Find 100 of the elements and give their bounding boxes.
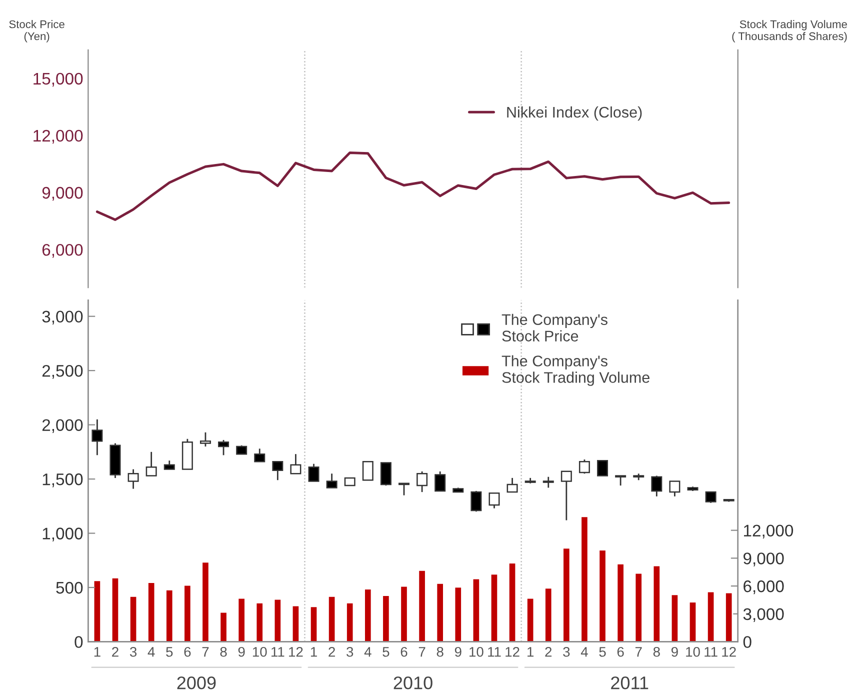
legend-label: Nikkei Index (Close) xyxy=(507,106,642,121)
x-tick-label: 2 xyxy=(545,646,552,657)
bar xyxy=(598,549,607,642)
x-tick-label: 12 xyxy=(722,646,736,657)
bar xyxy=(219,611,228,642)
x-tick-label: 11 xyxy=(272,647,284,657)
y-tick-label: 2,500 xyxy=(42,364,83,379)
bar xyxy=(418,570,426,642)
x-tick-label: 5 xyxy=(599,647,606,657)
x-tick-label: 6 xyxy=(400,646,408,657)
candlestick xyxy=(362,461,374,481)
bar xyxy=(201,561,210,642)
bar xyxy=(706,590,716,642)
y2-tick-label: 9,000 xyxy=(744,552,784,566)
candlestick xyxy=(128,468,139,490)
x-tick-label: 6 xyxy=(184,646,191,657)
bar xyxy=(616,563,625,642)
x-tick-label: 9 xyxy=(671,646,678,657)
y-tick-label: 3,000 xyxy=(42,310,83,325)
bar xyxy=(526,597,535,642)
candlestick xyxy=(326,472,338,488)
y2-axis-title: Stock Trading Volume ( Thousands of Shares) xyxy=(732,20,847,42)
bar xyxy=(400,585,408,642)
candlestick xyxy=(597,460,608,476)
x-tick-label: 4 xyxy=(148,647,155,657)
x-tick-label: 10 xyxy=(252,646,267,657)
candlestick xyxy=(254,448,266,462)
bar xyxy=(92,580,102,642)
x-tick-label: 12 xyxy=(506,646,520,657)
y-axis-title: Stock Price (Yen) xyxy=(9,20,64,42)
x-tick-label: 5 xyxy=(166,647,173,657)
bar xyxy=(490,573,499,642)
candlestick xyxy=(218,439,230,456)
y2-tick-label: 6,000 xyxy=(744,580,784,594)
candlestick xyxy=(200,432,211,448)
y-tick-label: 0 xyxy=(74,636,83,648)
candlestick xyxy=(290,453,302,474)
y-tick-label: 2,000 xyxy=(42,419,83,433)
bar xyxy=(634,572,643,642)
candlestick xyxy=(669,480,680,498)
x-tick-label: 1 xyxy=(528,647,534,657)
x-tick-label: 8 xyxy=(653,646,660,657)
x-tick-label: 3 xyxy=(563,646,570,657)
bar xyxy=(346,602,354,642)
x-tick-label: 7 xyxy=(635,647,642,657)
x-tick-label: 1 xyxy=(94,647,100,657)
x-tick-label: 1 xyxy=(310,647,317,657)
candlestick xyxy=(380,462,392,486)
bar xyxy=(562,547,571,642)
bar xyxy=(688,601,698,642)
y-tick-label: 500 xyxy=(56,582,83,594)
candlestick xyxy=(506,477,518,493)
x-tick-label: 6 xyxy=(617,646,624,657)
bar xyxy=(454,586,462,642)
text: 2009 xyxy=(177,676,216,690)
text: 2010 xyxy=(394,676,432,690)
x-tick-label: 3 xyxy=(346,646,354,657)
candlestick xyxy=(542,476,554,488)
x-tick-label: 11 xyxy=(704,647,718,657)
bar xyxy=(165,589,174,642)
candlestick xyxy=(615,475,626,486)
x-tick-label: 2 xyxy=(112,646,118,657)
bar xyxy=(183,584,192,642)
x-tick-label: 3 xyxy=(130,646,137,657)
bar xyxy=(128,596,138,642)
x-tick-label: 10 xyxy=(470,646,484,657)
bar xyxy=(364,588,372,642)
y2-tick-label: 3,000 xyxy=(743,608,784,622)
bar xyxy=(436,582,444,642)
x-tick-label: 7 xyxy=(202,647,209,657)
bar xyxy=(147,582,156,642)
y2-tick-label: 0 xyxy=(743,636,752,648)
bar xyxy=(309,606,318,642)
x-tick-label: 9 xyxy=(454,646,462,657)
bar xyxy=(472,578,480,642)
candlestick xyxy=(488,492,500,510)
candlestick xyxy=(398,482,410,496)
x-tick-label: 2 xyxy=(328,646,335,657)
x-tick-label: 10 xyxy=(686,646,700,657)
x-tick-label: 12 xyxy=(289,646,303,657)
bar xyxy=(273,598,282,642)
candlestick xyxy=(470,490,482,512)
bar xyxy=(670,594,680,642)
x-tick-label: 9 xyxy=(238,646,245,657)
x-tick-label: 11 xyxy=(488,647,501,657)
bar xyxy=(291,604,300,642)
x-tick-label: 4 xyxy=(364,647,372,657)
x-tick-label: 4 xyxy=(580,647,588,657)
line-series xyxy=(96,152,730,221)
legend-label: The Company's Stock Price xyxy=(502,314,608,342)
candlestick xyxy=(578,458,590,474)
x-tick-label: 8 xyxy=(220,646,227,657)
y-tick-label: 12,000 xyxy=(34,130,83,144)
bar xyxy=(255,602,264,642)
candlestick xyxy=(416,470,428,493)
y-tick-label: 1,500 xyxy=(42,473,83,488)
bar xyxy=(580,516,589,642)
bar xyxy=(652,564,661,642)
bar xyxy=(508,562,517,642)
bar xyxy=(110,576,120,642)
